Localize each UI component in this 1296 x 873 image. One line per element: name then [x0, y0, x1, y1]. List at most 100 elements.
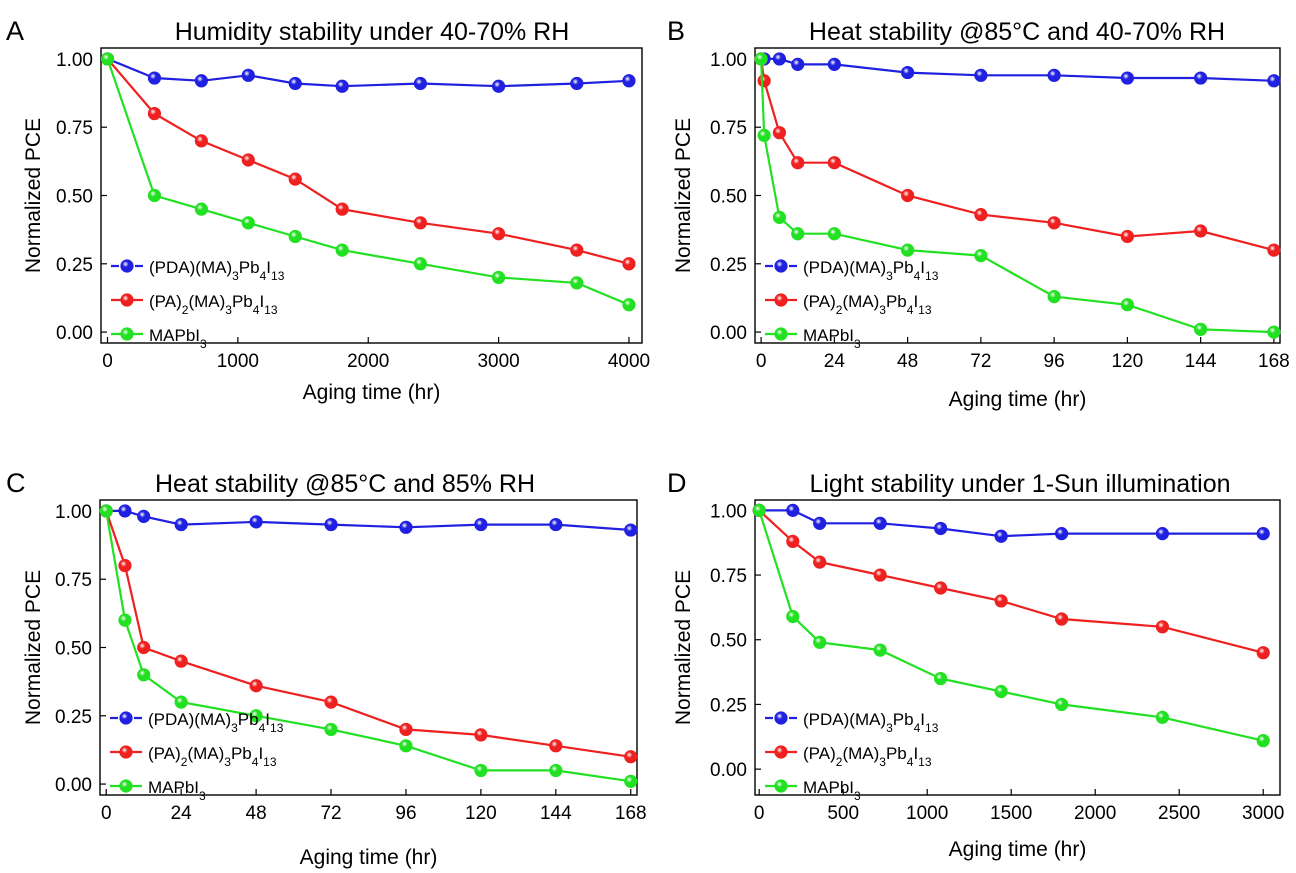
data-point [934, 521, 948, 536]
x-tick-label: 0 [102, 351, 113, 372]
series-line-2 [758, 509, 1264, 654]
data-point [413, 216, 427, 230]
series-line-1 [106, 509, 631, 532]
data-point [194, 134, 208, 148]
data-point [249, 515, 263, 529]
x-tick-label: 0 [101, 803, 112, 824]
x-tick-label: 2500 [1158, 803, 1200, 824]
data-point [1047, 216, 1061, 230]
y-tick-label: 0.50 [56, 187, 93, 208]
data-point [901, 65, 915, 80]
legend-label: (PA)2(MA)3Pb4I13 [803, 292, 932, 317]
x-tick-label: 48 [246, 803, 267, 824]
y-axis-label: Normalized PCE [22, 118, 45, 273]
data-point [570, 276, 584, 290]
data-point [772, 210, 787, 224]
series-line-3 [105, 510, 631, 783]
y-tick-label: 0.25 [710, 695, 747, 716]
data-point [1194, 71, 1208, 85]
x-tick-label: 144 [1185, 351, 1217, 372]
data-point [492, 227, 506, 241]
data-point [791, 57, 805, 71]
data-point [1120, 71, 1134, 85]
data-point [994, 594, 1008, 608]
data-point [772, 52, 787, 66]
data-point [137, 509, 151, 523]
data-point [873, 516, 887, 530]
plot-frame [754, 499, 1281, 796]
data-point [827, 156, 841, 170]
legend-label: (PDA)(MA)3Pb4I13 [148, 710, 284, 735]
data-point [974, 68, 988, 82]
data-point [137, 640, 151, 655]
y-tick-label: 0.25 [55, 707, 92, 728]
y-tick-label: 0.25 [56, 255, 93, 276]
y-tick-label: 0.00 [55, 775, 92, 796]
legend-label: MAPbI3 [148, 778, 206, 803]
series-line-2 [105, 510, 631, 758]
x-tick-label: 3000 [477, 351, 519, 372]
x-axis-label: Aging time (hr) [303, 381, 441, 404]
legend-label: (PA)2(MA)3Pb4I13 [149, 292, 278, 317]
legend-label: (PDA)(MA)3Pb4I13 [803, 710, 939, 735]
x-tick-label: 168 [615, 803, 647, 824]
chart-panel-b: B Heat stability @85°C and 40-70% RH 0 24 48… [667, 16, 1290, 411]
legend-marker [774, 293, 788, 307]
data-point [194, 74, 208, 88]
x-tick-label: 0 [754, 803, 765, 824]
chart-title: Light stability under 1-Sun illumination [809, 470, 1230, 498]
data-point [1267, 243, 1281, 257]
legend-label: (PA)2(MA)3Pb4I13 [803, 744, 932, 769]
data-point [1155, 527, 1170, 541]
data-point [147, 188, 162, 203]
data-point [335, 202, 349, 216]
y-tick-label: 0.75 [710, 118, 747, 139]
x-axis-label: Aging time (hr) [949, 838, 1087, 861]
x-tick-label: 3000 [1242, 803, 1284, 824]
legend-label: MAPbI3 [803, 778, 861, 803]
data-point [1256, 527, 1270, 541]
data-point [288, 76, 302, 91]
data-point [549, 763, 563, 778]
x-tick-label: 1000 [906, 803, 948, 824]
data-point [1256, 646, 1270, 660]
x-tick-label: 0 [756, 351, 767, 372]
data-point [754, 52, 768, 66]
data-point [827, 227, 841, 241]
x-tick-label: 4000 [608, 351, 650, 372]
y-tick-label: 0.75 [710, 566, 747, 587]
x-tick-label: 24 [171, 803, 193, 824]
data-point [174, 654, 188, 668]
x-tick-label: 72 [320, 803, 341, 824]
data-point [827, 57, 841, 71]
data-point [137, 668, 151, 682]
data-point [324, 517, 338, 532]
data-point [147, 106, 162, 121]
data-point [934, 671, 948, 686]
data-point [413, 76, 427, 91]
data-point [901, 188, 915, 203]
data-point [624, 774, 638, 788]
x-tick-label: 48 [897, 351, 918, 372]
data-point [570, 76, 584, 91]
chart-title: Humidity stability under 40-70% RH [175, 18, 570, 46]
legend-marker [120, 327, 134, 341]
x-tick-label: 24 [824, 351, 846, 372]
legend-label: (PDA)(MA)3Pb4I13 [803, 258, 939, 283]
y-tick-label: 0.00 [710, 760, 747, 781]
x-tick-label: 1500 [990, 803, 1032, 824]
data-point [549, 517, 563, 532]
data-point [813, 516, 827, 530]
x-tick-label: 2000 [1074, 803, 1116, 824]
data-point [570, 243, 584, 257]
data-point [974, 248, 988, 263]
data-point [934, 581, 948, 595]
legend-marker [119, 745, 133, 759]
data-point [413, 257, 427, 271]
x-tick-label: 120 [465, 803, 497, 824]
data-point [118, 613, 132, 627]
y-tick-label: 1.00 [56, 50, 93, 71]
data-point [1120, 298, 1134, 312]
legend-label: (PDA)(MA)3Pb4I13 [149, 258, 285, 283]
data-point [624, 750, 638, 764]
